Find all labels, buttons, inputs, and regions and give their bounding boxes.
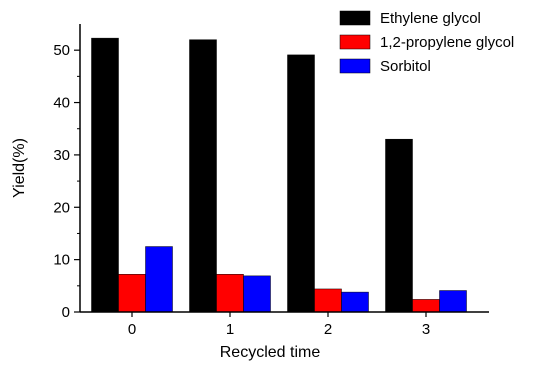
y-axis-title: Yield(%) bbox=[11, 138, 28, 198]
bars-group bbox=[91, 37, 467, 313]
x-ticks-group: 0 1 2 3 bbox=[128, 312, 430, 338]
y-tick-label: 30 bbox=[53, 147, 70, 164]
legend: Ethylene glycol 1,2-propylene glycol Sorbi… bbox=[339, 10, 514, 75]
bar-ethylene-glycol-3 bbox=[385, 138, 413, 313]
legend-swatch bbox=[339, 58, 371, 74]
bar-propylene-glycol-2 bbox=[314, 288, 342, 313]
bar-sorbitol-2 bbox=[341, 291, 369, 313]
bar-ethylene-glycol-2 bbox=[287, 54, 315, 313]
legend-label: Sorbitol bbox=[380, 58, 431, 75]
x-tick-label: 3 bbox=[422, 321, 430, 338]
bar-sorbitol-0 bbox=[145, 246, 173, 313]
x-axis-title: Recycled time bbox=[220, 344, 321, 361]
bar-propylene-glycol-0 bbox=[118, 274, 146, 313]
y-tick-label: 50 bbox=[53, 42, 70, 59]
x-tick-label: 0 bbox=[128, 321, 136, 338]
y-tick-label: 0 bbox=[62, 304, 70, 321]
y-tick-label: 20 bbox=[53, 199, 70, 216]
y-tick-label: 40 bbox=[53, 95, 70, 112]
bar-sorbitol-3 bbox=[439, 290, 467, 313]
bar-ethylene-glycol-1 bbox=[189, 39, 217, 313]
bar-propylene-glycol-1 bbox=[216, 274, 244, 313]
x-tick-label: 1 bbox=[226, 321, 234, 338]
bar-ethylene-glycol-0 bbox=[91, 37, 119, 313]
legend-label: Ethylene glycol bbox=[380, 10, 481, 27]
legend-swatch bbox=[339, 10, 371, 26]
legend-label: 1,2-propylene glycol bbox=[380, 34, 514, 51]
y-tick-label: 10 bbox=[53, 252, 70, 269]
bar-sorbitol-1 bbox=[243, 275, 271, 313]
x-tick-label: 2 bbox=[324, 321, 332, 338]
y-ticks-group: 0 10 20 30 40 50 bbox=[53, 42, 80, 321]
bar-propylene-glycol-3 bbox=[412, 299, 440, 313]
axes-group bbox=[79, 24, 489, 313]
legend-swatch bbox=[339, 34, 371, 50]
